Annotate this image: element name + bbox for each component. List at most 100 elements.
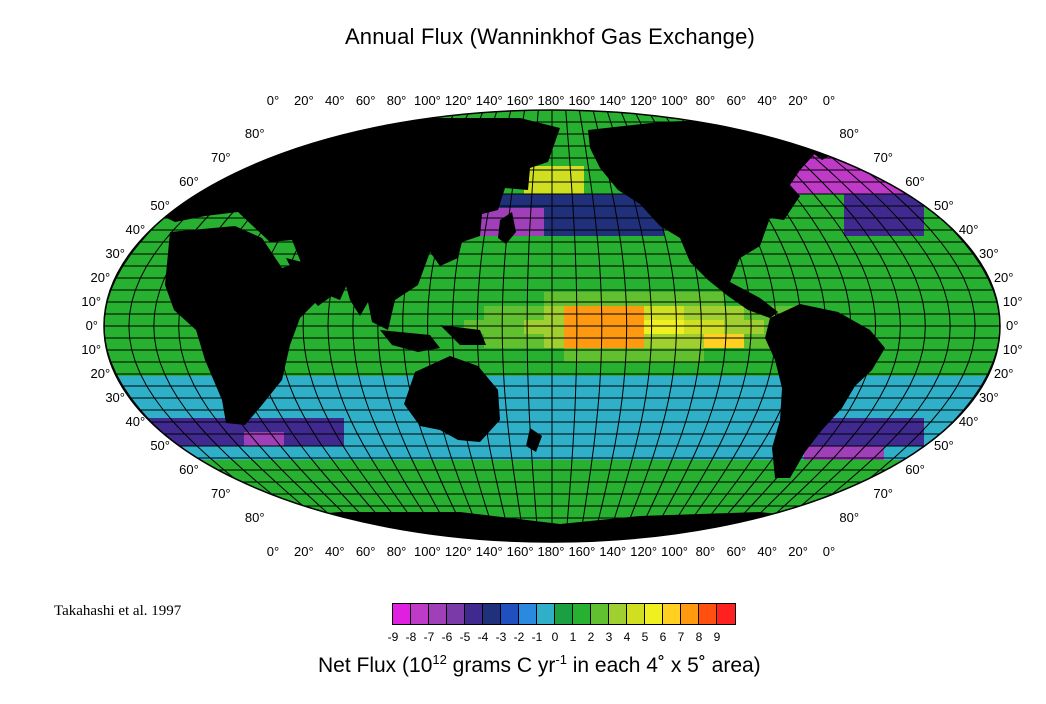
color-scale-tick: 8 (695, 630, 703, 644)
color-swatch (519, 604, 537, 624)
flux-cell (984, 194, 1000, 208)
longitude-line (377, 110, 457, 542)
flux-cell (684, 502, 704, 516)
flux-cell (304, 124, 324, 138)
flux-cell (884, 292, 904, 306)
flux-cell (364, 488, 384, 502)
flux-cell (944, 362, 964, 376)
flux-cell (364, 376, 384, 390)
flux-cell (904, 222, 924, 236)
flux-cell (984, 208, 1000, 222)
flux-cell (304, 432, 324, 446)
flux-cell (304, 474, 324, 488)
flux-cell (724, 362, 744, 376)
flux-cell (284, 348, 304, 362)
flux-cell (364, 390, 384, 404)
flux-cell (484, 320, 504, 334)
flux-cell (584, 362, 604, 376)
flux-cell (564, 152, 584, 166)
flux-cell (984, 502, 1000, 516)
flux-cell (544, 334, 564, 348)
flux-cell (904, 110, 924, 124)
flux-cell (984, 418, 1000, 432)
flux-cell (944, 516, 964, 530)
flux-cell (204, 390, 224, 404)
flux-cell (184, 432, 204, 446)
flux-cell (924, 488, 944, 502)
flux-cell (124, 166, 144, 180)
flux-cell (964, 446, 984, 460)
flux-cell (324, 530, 344, 542)
flux-cell (584, 110, 604, 124)
right-latitude-label: 80° (839, 510, 859, 525)
flux-cell (664, 292, 684, 306)
flux-cell (644, 236, 664, 250)
flux-cell (664, 446, 684, 460)
longitude-line (526, 110, 539, 542)
flux-cell (864, 110, 884, 124)
flux-cell (944, 460, 964, 474)
flux-cell (504, 348, 524, 362)
flux-cell (584, 264, 604, 278)
flux-cell (884, 208, 904, 222)
right-latitude-label: 40° (959, 414, 979, 429)
flux-cell (624, 460, 644, 474)
flux-cell (884, 166, 904, 180)
color-swatch (717, 604, 735, 624)
top-longitude-label: 140° (476, 93, 503, 108)
flux-cell (604, 208, 624, 222)
flux-cell (924, 474, 944, 488)
flux-cell (204, 516, 224, 530)
flux-cell (644, 390, 664, 404)
flux-cell (324, 110, 344, 124)
flux-cell (124, 530, 144, 542)
top-longitude-label: 0° (823, 93, 835, 108)
top-longitude-label: 20° (788, 93, 808, 108)
flux-cell (544, 264, 564, 278)
bottom-longitude-label: 100° (414, 544, 441, 559)
flux-cell (104, 138, 124, 152)
flux-cell (644, 334, 664, 348)
flux-cell (524, 222, 544, 236)
flux-cell (764, 404, 784, 418)
color-scale-bar (392, 603, 736, 625)
top-longitude-label: 80° (696, 93, 716, 108)
flux-cell (864, 516, 884, 530)
flux-cell (524, 460, 544, 474)
bottom-longitude-label: 0° (823, 544, 835, 559)
flux-cell (564, 460, 584, 474)
flux-cell (304, 488, 324, 502)
right-latitude-label: 40° (959, 222, 979, 237)
flux-cell (484, 474, 504, 488)
flux-cell (804, 180, 824, 194)
flux-cell (824, 488, 844, 502)
left-latitude-label: 40° (125, 414, 145, 429)
longitude-line (352, 110, 443, 542)
flux-cell (484, 334, 504, 348)
flux-cell (984, 530, 1000, 542)
flux-cell (144, 278, 164, 292)
flux-cell (604, 110, 624, 124)
flux-cell (684, 446, 704, 460)
right-latitude-label: 60° (905, 462, 925, 477)
flux-cell (544, 194, 564, 208)
flux-cell (844, 208, 864, 222)
flux-cell (564, 348, 584, 362)
longitude-line (688, 110, 802, 542)
flux-cell (544, 320, 564, 334)
flux-cell (784, 278, 804, 292)
flux-cell (504, 292, 524, 306)
flux-cell (584, 180, 604, 194)
flux-cell (584, 390, 604, 404)
flux-cell (564, 446, 584, 460)
flux-cell (364, 404, 384, 418)
flux-cell (124, 264, 144, 278)
flux-cell (504, 404, 524, 418)
color-scale-tick: -9 (387, 630, 399, 644)
bottom-longitude-label: 20° (788, 544, 808, 559)
flux-cell (124, 348, 144, 362)
map-border (103, 109, 1001, 543)
flux-cell (864, 194, 884, 208)
flux-cell (344, 446, 364, 460)
flux-cell (504, 446, 524, 460)
